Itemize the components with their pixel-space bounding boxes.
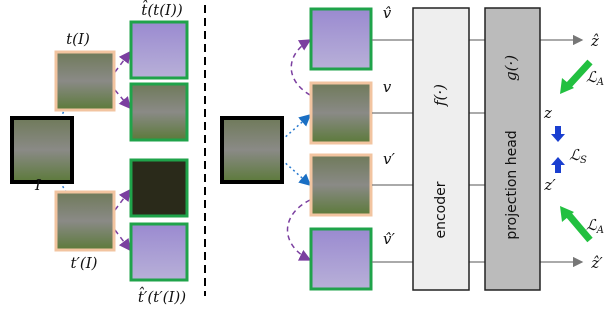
right-panel: encoder f(·) projection head g(·) v̂ v v… [222,4,604,290]
label: f(·) [431,84,449,107]
arrow [282,115,310,140]
label: t′(I) [70,254,97,272]
left-panel: t(I) I t′(I) t̂(t(I)) t̂′(t′(I)) [12,0,187,306]
label: encoder [433,181,449,238]
label: t̂′(t′(I)) [138,287,186,306]
image [131,160,187,216]
image [131,22,187,78]
image [131,84,187,140]
label: projection head [504,130,520,239]
image [222,118,282,182]
loss-sub: S [580,155,587,166]
loss-sub: A [596,225,604,236]
arrow [551,126,565,142]
label: v̂′ [383,230,395,248]
figure: t(I) I t′(I) t̂(t(I)) t̂′(t′(I)) encoder… [0,0,616,315]
loss-label: ℒA [586,216,604,236]
image [311,229,371,289]
loss-sub: A [596,77,604,88]
label: ẑ [590,32,599,50]
arrow [115,90,130,108]
label: t̂(t(I)) [141,0,183,19]
label: ẑ′ [590,254,603,272]
arrow [115,52,130,72]
image [311,155,371,215]
label: z′ [543,176,556,194]
arrow [282,160,310,185]
label: t(I) [66,30,90,48]
arrow [291,40,310,95]
label: I [34,176,42,194]
image [56,52,114,110]
label: v [383,78,392,96]
loss-label: ℒA [586,68,604,88]
image [311,9,371,69]
label: v′ [383,150,395,168]
label: v̂ [383,4,392,22]
image [12,118,72,182]
loss-label: ℒS [569,146,587,166]
arrow [288,200,311,260]
label: g(·) [502,55,520,81]
arrow [115,230,130,250]
arrow [551,157,565,173]
image [311,83,371,143]
arrow [115,190,130,210]
image [131,224,187,280]
encoder-box [413,8,469,290]
image [56,192,114,250]
label: z [543,104,552,122]
